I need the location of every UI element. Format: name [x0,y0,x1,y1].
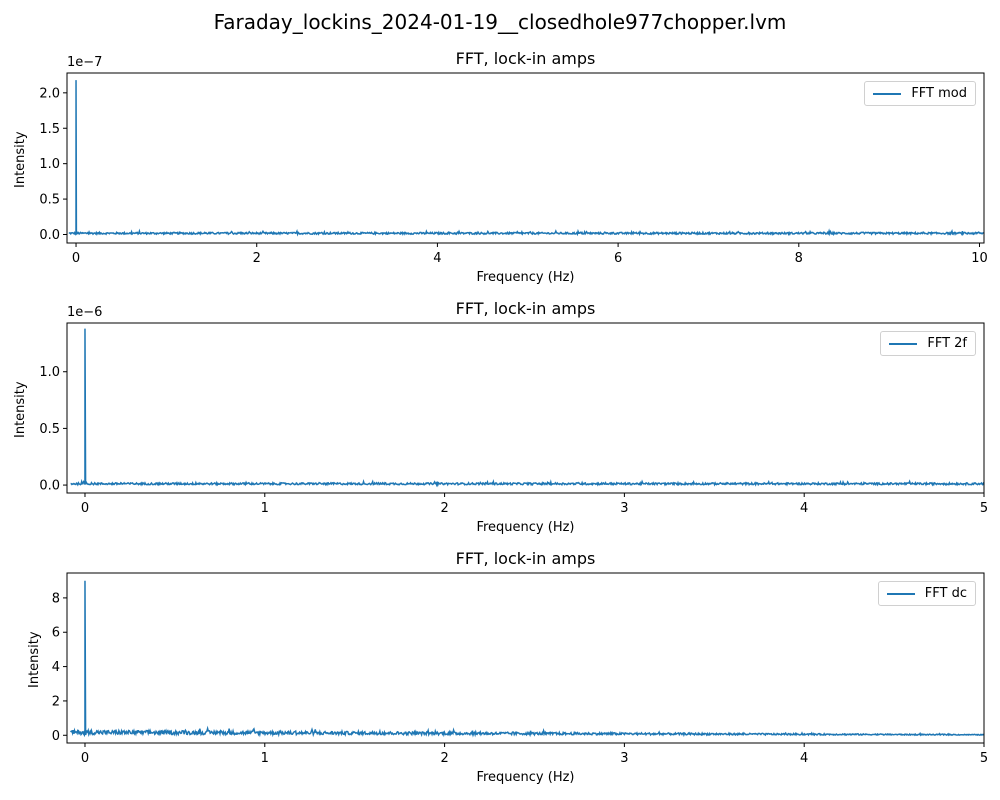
legend-swatch [889,342,918,345]
x-tick-label: 2 [440,501,448,516]
series-line-fft-mod [68,80,984,237]
axes-title: FFT, lock-in amps [455,299,596,318]
legend: FFT 2f [880,331,976,356]
y-tick-label: 8 [52,591,60,606]
y-tick-label: 1.5 [39,122,60,137]
x-tick-label: 3 [620,501,628,516]
legend: FFT mod [864,81,976,106]
axes-2: 0 1 2 3 4 5 0.0 0.5 1.0 [39,322,988,516]
y-tick-label: 0 [52,729,60,744]
legend-label: FFT mod [911,86,967,101]
y-tick-label: 6 [52,626,60,641]
series-line-fft-dc [69,580,984,738]
axes-title: FFT, lock-in amps [455,49,596,68]
axes-title: FFT, lock-in amps [455,549,596,568]
x-tick-label: 1 [261,751,269,766]
y-axis-label: Intensity [13,131,28,188]
x-tick-label: 5 [980,501,988,516]
axes-frame [66,572,985,744]
x-axis-label: Frequency (Hz) [476,520,575,535]
y-tick-label: 0.0 [39,228,60,243]
axes-3: 0 1 2 3 4 5 0 2 4 6 8 [52,572,988,766]
y-tick-label: 0.0 [39,479,60,494]
x-tick-label: 0 [81,501,89,516]
y-offset-label: 1e−7 [67,55,103,70]
legend-swatch [873,92,902,95]
x-tick-label: 10 [971,251,988,266]
x-tick-label: 2 [253,251,261,266]
y-tick-label: 0.5 [39,422,60,437]
x-tick-label: 1 [261,501,269,516]
axes-frame [66,322,985,494]
y-tick-label: 2 [52,694,60,709]
x-tick-label: 4 [433,251,441,266]
x-tick-label: 6 [614,251,622,266]
legend: FFT dc [877,581,976,606]
legend-label: FFT 2f [927,336,967,351]
x-tick-label: 4 [800,751,808,766]
x-tick-label: 0 [81,751,89,766]
legend-label: FFT dc [924,586,967,601]
y-axis-label: Intensity [27,631,42,688]
y-tick-label: 1.0 [39,157,60,172]
x-tick-label: 4 [800,501,808,516]
figure-title: Faraday_lockins_2024-01-19__closedhole97… [213,10,787,34]
y-tick-label: 4 [52,660,60,675]
axes-frame [66,72,985,244]
y-tick-label: 0.5 [39,193,60,208]
x-tick-label: 3 [620,751,628,766]
x-axis-label: Frequency (Hz) [476,770,575,785]
x-tick-label: 8 [795,251,803,266]
y-offset-label: 1e−6 [67,305,103,320]
y-axis-label: Intensity [13,381,28,438]
y-tick-label: 1.0 [39,365,60,380]
y-tick-label: 2.0 [39,86,60,101]
x-tick-label: 2 [440,751,448,766]
x-tick-label: 0 [72,251,80,266]
x-axis-label: Frequency (Hz) [476,270,575,285]
x-tick-label: 5 [980,751,988,766]
legend-swatch [886,592,915,595]
series-line-fft-2f [70,328,984,488]
axes-1: 0 2 4 6 8 10 0.0 0.5 1.0 1.5 2.0 [39,72,988,266]
